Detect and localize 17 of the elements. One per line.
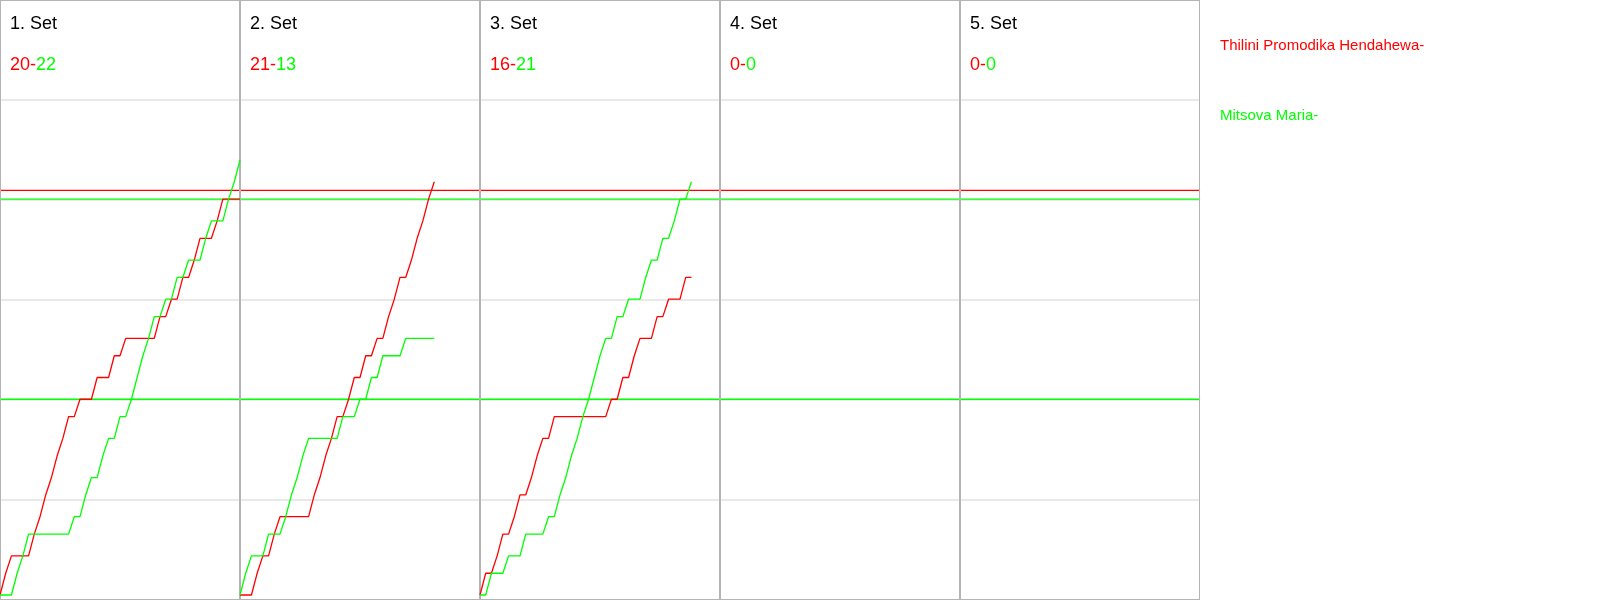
text: 13 [276,54,297,74]
text: 5. Set [970,13,1018,33]
text: 0- [730,54,747,74]
text: 2. Set [250,13,298,33]
text: 21 [516,54,537,74]
text: 0- [970,54,987,74]
text: 22 [36,54,57,74]
text: 0 [986,54,997,74]
text: 1. Set [10,13,58,33]
text: Thilini Promodika Hendahewa- [1220,36,1425,53]
text: 21- [250,54,277,74]
text: 20- [10,54,37,74]
text: Mitsova Maria- [1220,106,1319,123]
text: 3. Set [490,13,538,33]
text: 0 [746,54,757,74]
text: 16- [490,54,517,74]
text: 4. Set [730,13,778,33]
